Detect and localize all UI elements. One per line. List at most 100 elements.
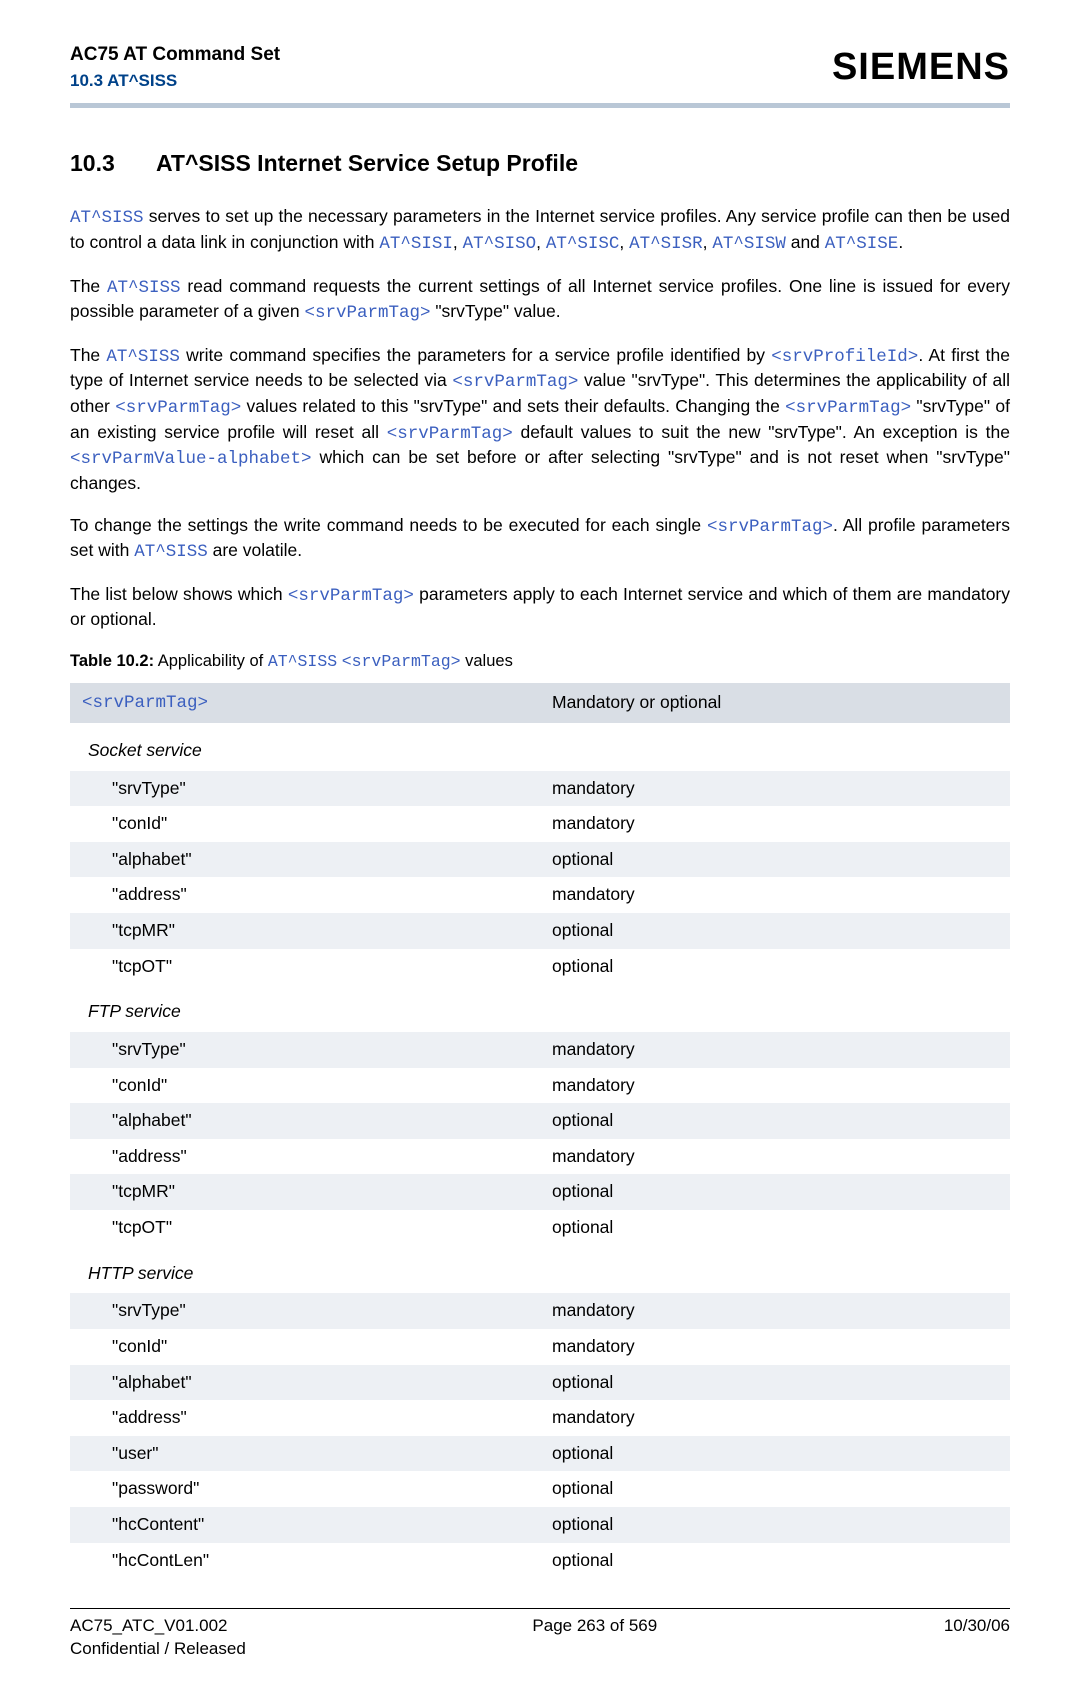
table-cell-value: optional — [540, 842, 1010, 878]
table-group-title: FTP service — [70, 984, 1010, 1032]
table-cell-key: "user" — [70, 1436, 540, 1472]
table-cell-value: mandatory — [540, 1068, 1010, 1104]
table-cell-value: mandatory — [540, 1139, 1010, 1175]
table-cell-key: "srvType" — [70, 771, 540, 807]
table-cell-value: optional — [540, 913, 1010, 949]
code-ref[interactable]: AT^SISS — [107, 278, 181, 298]
code-ref[interactable]: <srvParmTag> — [707, 517, 833, 537]
code-ref[interactable]: AT^SISR — [629, 234, 703, 254]
table-group-title: HTTP service — [70, 1246, 1010, 1294]
code-ref[interactable]: <srvProfileId> — [771, 347, 918, 367]
table-row: "password"optional — [70, 1471, 1010, 1507]
code-ref[interactable]: AT^SISO — [463, 234, 537, 254]
paragraph-5: The list below shows which <srvParmTag> … — [70, 583, 1010, 632]
code-ref[interactable]: <srvParmTag> — [452, 372, 578, 392]
table-cell-key: "srvType" — [70, 1293, 540, 1329]
doc-subtitle: 10.3 AT^SISS — [70, 70, 280, 93]
section-heading: 10.3AT^SISS Internet Service Setup Profi… — [70, 148, 1010, 179]
table-cell-key: "hcContLen" — [70, 1543, 540, 1579]
code-ref[interactable]: <srvParmTag> — [304, 303, 430, 323]
table-cell-value: mandatory — [540, 877, 1010, 913]
footer-left: AC75_ATC_V01.002 Confidential / Released — [70, 1615, 246, 1661]
table-row: "srvType"mandatory — [70, 1293, 1010, 1329]
table-row: "tcpOT"optional — [70, 1210, 1010, 1246]
paragraph-4: To change the settings the write command… — [70, 514, 1010, 565]
section-number: 10.3 — [70, 148, 156, 179]
table-row: "srvType"mandatory — [70, 1032, 1010, 1068]
table-row: "tcpMR"optional — [70, 913, 1010, 949]
table-cell-value: optional — [540, 949, 1010, 985]
section-title-text: AT^SISS Internet Service Setup Profile — [156, 150, 578, 176]
header-left: AC75 AT Command Set 10.3 AT^SISS — [70, 42, 280, 93]
footer-confidential: Confidential / Released — [70, 1638, 246, 1661]
code-ref[interactable]: <srvParmTag> — [387, 424, 513, 444]
code-ref[interactable]: AT^SISS — [134, 542, 208, 562]
paragraph-2: The AT^SISS read command requests the cu… — [70, 275, 1010, 326]
table-cell-key: "tcpOT" — [70, 1210, 540, 1246]
table-cell-value: mandatory — [540, 1400, 1010, 1436]
table-row: "address"mandatory — [70, 877, 1010, 913]
table-cell-value: mandatory — [540, 1032, 1010, 1068]
param-table: <srvParmTag> Mandatory or optional Socke… — [70, 683, 1010, 1578]
code-ref[interactable]: AT^SISE — [825, 234, 899, 254]
code-ref[interactable]: AT^SISS — [106, 347, 180, 367]
table-cell-key: "conId" — [70, 1068, 540, 1104]
code-ref[interactable]: AT^SISS — [70, 208, 144, 228]
table-cell-value: optional — [540, 1507, 1010, 1543]
table-cell-key: "password" — [70, 1471, 540, 1507]
table-row: "hcContent"optional — [70, 1507, 1010, 1543]
table-cell-value: optional — [540, 1543, 1010, 1579]
table-row: "alphabet"optional — [70, 1365, 1010, 1401]
table-cell-key: "conId" — [70, 806, 540, 842]
code-ref[interactable]: AT^SISI — [379, 234, 453, 254]
table-cell-key: "alphabet" — [70, 842, 540, 878]
footer-date: 10/30/06 — [944, 1615, 1010, 1661]
table-col2-header: Mandatory or optional — [540, 683, 1010, 723]
doc-title: AC75 AT Command Set — [70, 42, 280, 68]
code-ref[interactable]: AT^SISS — [268, 652, 337, 671]
code-ref[interactable]: <srvParmTag> — [288, 586, 414, 606]
table-row: "alphabet"optional — [70, 842, 1010, 878]
code-ref[interactable]: AT^SISW — [712, 234, 786, 254]
table-row: "tcpOT"optional — [70, 949, 1010, 985]
table-col1-header: <srvParmTag> — [70, 683, 540, 723]
code-ref[interactable]: <srvParmValue-alphabet> — [70, 449, 312, 469]
table-group-title: Socket service — [70, 723, 1010, 771]
table-cell-value: optional — [540, 1436, 1010, 1472]
table-cell-key: "tcpMR" — [70, 1174, 540, 1210]
table-cell-key: "address" — [70, 877, 540, 913]
code-ref[interactable]: <srvParmTag> — [115, 398, 241, 418]
table-row: "user"optional — [70, 1436, 1010, 1472]
table-row: "hcContLen"optional — [70, 1543, 1010, 1579]
table-row: "address"mandatory — [70, 1400, 1010, 1436]
code-ref[interactable]: <srvParmTag> — [785, 398, 911, 418]
table-cell-key: "alphabet" — [70, 1365, 540, 1401]
table-cell-key: "conId" — [70, 1329, 540, 1365]
table-cell-key: "srvType" — [70, 1032, 540, 1068]
table-cell-key: "tcpOT" — [70, 949, 540, 985]
table-cell-key: "hcContent" — [70, 1507, 540, 1543]
code-ref[interactable]: AT^SISC — [546, 234, 620, 254]
page-footer: AC75_ATC_V01.002 Confidential / Released… — [70, 1608, 1010, 1661]
table-row: "conId"mandatory — [70, 806, 1010, 842]
header-rule — [70, 103, 1010, 108]
table-cell-value: optional — [540, 1174, 1010, 1210]
paragraph-1: AT^SISS serves to set up the necessary p… — [70, 205, 1010, 256]
table-cell-value: mandatory — [540, 806, 1010, 842]
table-row: "alphabet"optional — [70, 1103, 1010, 1139]
table-row: "conId"mandatory — [70, 1329, 1010, 1365]
table-cell-key: "alphabet" — [70, 1103, 540, 1139]
code-ref[interactable]: <srvParmTag> — [342, 652, 461, 671]
table-cell-value: mandatory — [540, 1329, 1010, 1365]
table-row: "srvType"mandatory — [70, 771, 1010, 807]
table-caption-num: Table 10.2: — [70, 652, 154, 670]
table-row: "tcpMR"optional — [70, 1174, 1010, 1210]
table-row: "address"mandatory — [70, 1139, 1010, 1175]
page-header: AC75 AT Command Set 10.3 AT^SISS SIEMENS — [70, 42, 1010, 93]
table-caption: Table 10.2: Applicability of AT^SISS <sr… — [70, 650, 1010, 673]
table-cell-value: optional — [540, 1365, 1010, 1401]
table-cell-value: mandatory — [540, 771, 1010, 807]
table-cell-value: optional — [540, 1471, 1010, 1507]
table-cell-value: optional — [540, 1210, 1010, 1246]
table-cell-key: "tcpMR" — [70, 913, 540, 949]
